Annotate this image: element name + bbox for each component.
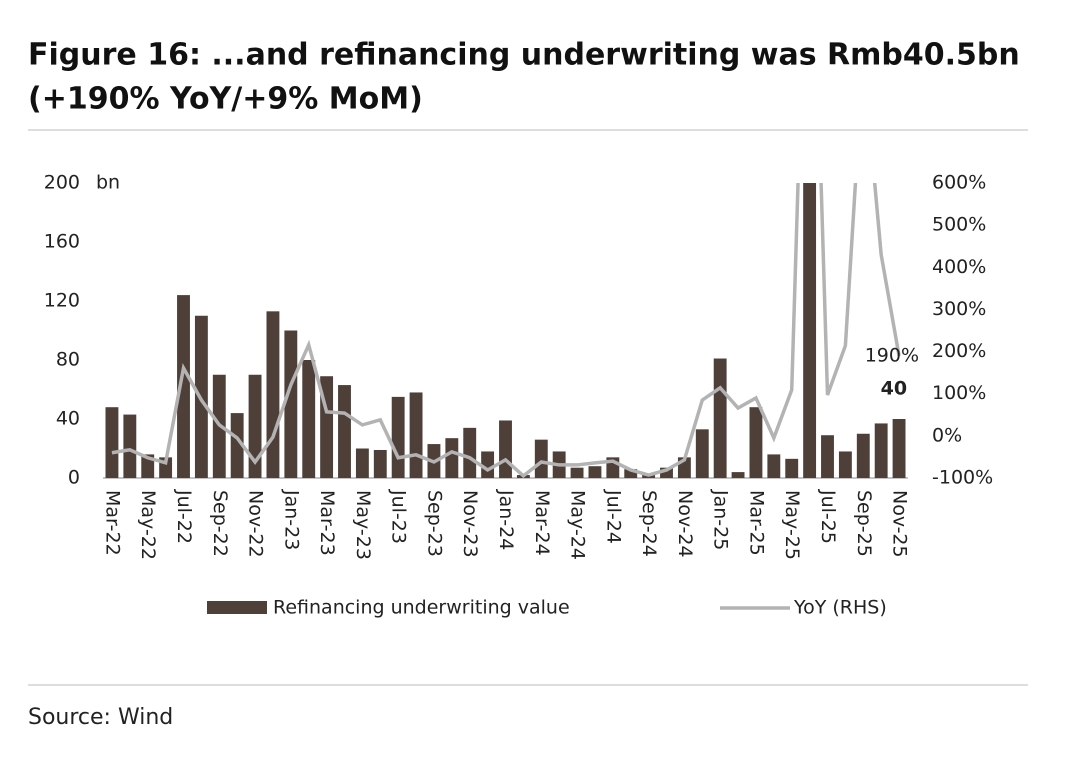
bar — [821, 435, 834, 478]
y2-tick-label: 0% — [932, 424, 962, 446]
y-unit: bn — [96, 172, 120, 194]
bar — [892, 419, 906, 478]
x-tick-label: Jan-25 — [710, 489, 732, 550]
bar — [463, 427, 477, 478]
x-tick-label: Sep-25 — [853, 490, 875, 557]
bar — [302, 360, 316, 478]
bar — [695, 429, 709, 478]
x-tick-label: May-25 — [781, 490, 803, 560]
bar — [660, 467, 673, 478]
bar — [481, 451, 495, 478]
bar — [266, 311, 280, 478]
bar — [749, 407, 763, 478]
x-tick-label: Sep-23 — [423, 490, 445, 557]
x-tick-label: Jan-23 — [280, 489, 302, 550]
y-tick-label: 200 — [44, 172, 80, 194]
bar — [177, 295, 190, 478]
x-tick-label: May-23 — [352, 490, 374, 560]
bar — [105, 407, 119, 478]
bar — [570, 467, 584, 478]
x-tick-label: Jul-25 — [817, 489, 839, 544]
legend-label: YoY (RHS) — [793, 597, 887, 619]
x-tick-label: Jul-22 — [173, 489, 195, 544]
y2-tick-label: -100% — [932, 467, 993, 489]
y-tick-label: 80 — [56, 349, 80, 371]
bar — [373, 449, 387, 478]
bar — [624, 469, 638, 478]
y-tick-label: 160 — [44, 231, 80, 253]
bar — [874, 423, 888, 478]
x-tick-label: Mar-22 — [101, 490, 123, 556]
chart-title: Figure 16: ...and refinancing underwriti… — [28, 38, 1020, 73]
annotation: 190% — [865, 344, 919, 366]
bar — [284, 330, 298, 478]
y-tick-label: 40 — [56, 408, 80, 430]
yoy-line — [111, 183, 901, 479]
y2-tick-label: 300% — [932, 298, 986, 320]
legend-label: Refinancing underwriting value — [273, 597, 570, 619]
source: Source: Wind — [28, 705, 173, 730]
x-tick-label: Mar-24 — [531, 490, 553, 556]
x-tick-label: May-22 — [137, 490, 159, 560]
y2-tick-label: 400% — [932, 256, 986, 278]
bar — [499, 420, 512, 478]
bar — [123, 414, 137, 478]
bar — [767, 454, 781, 478]
bar — [588, 466, 602, 478]
x-tick-label: Nov-25 — [889, 490, 911, 558]
y2-tick-label: 200% — [932, 340, 986, 362]
y2-tick-label: 600% — [932, 172, 986, 194]
bar — [230, 413, 244, 478]
bar — [856, 433, 870, 478]
y-tick-label: 120 — [44, 290, 80, 312]
x-tick-label: Jul-24 — [602, 489, 624, 544]
bar — [391, 396, 405, 478]
x-tick-label: Jul-23 — [388, 489, 410, 544]
x-tick-label: Nov-22 — [245, 490, 267, 558]
bar — [731, 472, 745, 478]
x-tick-label: Mar-25 — [745, 490, 767, 556]
bar — [803, 183, 817, 478]
bar — [445, 438, 459, 478]
x-tick-label: Nov-23 — [459, 490, 481, 558]
bar — [338, 385, 351, 478]
y2-tick-label: 500% — [932, 214, 986, 236]
bar — [713, 358, 727, 478]
bar — [785, 458, 799, 478]
x-tick-label: Nov-24 — [674, 490, 696, 558]
x-tick-label: Mar-23 — [316, 490, 338, 556]
bar — [355, 448, 369, 478]
y-tick-label: 0 — [68, 467, 80, 489]
x-tick-label: May-24 — [567, 490, 589, 560]
x-tick-label: Sep-22 — [209, 490, 231, 557]
x-tick-label: Jan-24 — [495, 489, 517, 550]
legend-swatch — [207, 601, 267, 614]
x-tick-label: Sep-24 — [638, 490, 660, 557]
chart-subtitle: (+190% YoY/+9% MoM) — [28, 82, 423, 117]
bar — [248, 374, 262, 478]
y2-tick-label: 100% — [932, 382, 986, 404]
bar — [838, 451, 852, 478]
bar — [534, 439, 548, 478]
bar — [409, 392, 423, 478]
annotation: 40 — [881, 378, 907, 400]
